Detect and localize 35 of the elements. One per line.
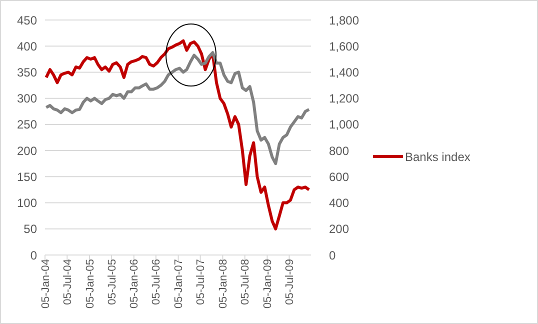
legend-label: Banks index xyxy=(405,150,470,164)
y2-tick-label: 1,000 xyxy=(329,118,360,132)
y2-tick-label: 800 xyxy=(329,144,350,158)
y-tick-label: 100 xyxy=(16,196,38,210)
line-series xyxy=(45,39,311,230)
x-tick-label: 05-Jan-07 xyxy=(173,259,186,309)
x-tick-label: 05-Jan-08 xyxy=(218,259,230,309)
x-tick-label: 05-Jul-09 xyxy=(284,259,296,305)
x-tick-label: 05-Jul-07 xyxy=(195,259,208,305)
y-tick-label: 400 xyxy=(16,39,38,54)
y2-tick-label: 1,600 xyxy=(329,39,360,54)
y-tick-label: 250 xyxy=(16,118,38,132)
x-tick-label: 05-Jul-06 xyxy=(150,259,163,305)
y2-tick-label: 0 xyxy=(329,248,336,262)
y-tick-label: 50 xyxy=(24,222,38,236)
x-tick-label: 05-Jul-08 xyxy=(240,259,252,305)
line-series xyxy=(45,51,311,166)
x-tick-label: 05-Jul-04 xyxy=(62,259,74,305)
y2-tick-label: 1,800 xyxy=(329,13,360,28)
y2-tick-label: 1,400 xyxy=(329,65,360,80)
x-tick-label: 05-Jul-05 xyxy=(106,259,118,305)
x-tick-label: 05-Jan-06 xyxy=(128,259,141,309)
y-tick-label: 300 xyxy=(16,92,38,106)
y-tick-label: 150 xyxy=(16,170,38,184)
y-tick-label: 200 xyxy=(16,144,38,158)
y2-tick-label: 1,200 xyxy=(329,92,360,106)
y2-tick-label: 200 xyxy=(329,222,350,236)
y2-tick-label: 400 xyxy=(329,196,350,210)
y2-tick-label: 600 xyxy=(329,170,350,184)
x-tick-label: 05-Jan-05 xyxy=(84,259,96,309)
x-tick-label: 05-Jan-04 xyxy=(40,259,52,309)
y-tick-label: 450 xyxy=(16,13,38,28)
y-tick-label: 350 xyxy=(16,65,38,80)
x-tick-label: 05-Jan-09 xyxy=(262,259,274,309)
y-tick-label: 0 xyxy=(30,248,38,262)
